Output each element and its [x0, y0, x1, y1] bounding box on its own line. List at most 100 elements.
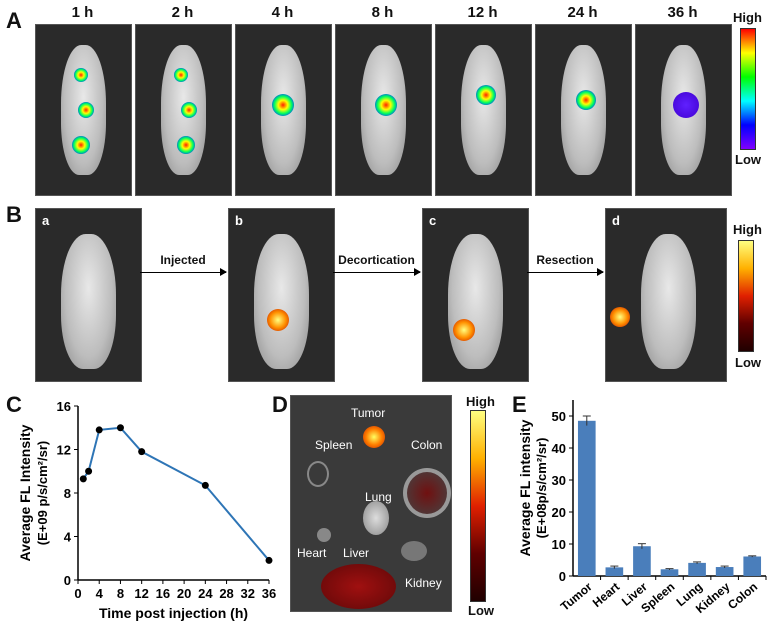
organ-label-tumor: Tumor	[351, 406, 386, 420]
subpanel-label: a	[42, 213, 50, 228]
data-point	[138, 448, 146, 456]
panel-d-colorbar-low: Low	[468, 603, 494, 618]
bar-heart	[605, 567, 624, 576]
data-point	[95, 426, 103, 434]
fluorescence-signal	[272, 94, 294, 116]
y-tick-label: 50	[552, 409, 566, 424]
mouse-image-d: d	[605, 208, 727, 382]
mouse-image-36h	[635, 24, 732, 196]
mouse-image-a: a	[35, 208, 142, 382]
timepoint-label: 8 h	[371, 4, 394, 21]
fluorescence-signal	[78, 102, 94, 118]
panel-b-colorbar-low: Low	[735, 355, 761, 370]
data-point	[79, 475, 87, 483]
bar-liver	[633, 546, 651, 576]
panel-d-label: D	[272, 392, 288, 417]
resected-tumor-signal	[610, 307, 630, 327]
fluorescence-signal	[174, 68, 188, 82]
y-tick-label: 10	[552, 537, 566, 552]
x-tick-label: 28	[219, 586, 233, 601]
x-axis-title: Time post injection (h)	[99, 605, 248, 621]
panel-e-bar-chart: 01020304050TumorHeartLiverSpleenLungKidn…	[517, 400, 767, 616]
y-tick-label: 0	[64, 573, 71, 588]
subpanel-label: b	[235, 213, 243, 228]
arrow-icon	[527, 268, 604, 276]
arrow-icon	[140, 268, 227, 276]
y-tick-label: 12	[57, 443, 71, 458]
bar-lung	[688, 562, 706, 576]
bar-spleen	[660, 569, 679, 576]
arrow-label: Decortication	[338, 253, 415, 267]
fluorescence-signal	[576, 90, 596, 110]
panel-d-colorbar	[470, 410, 486, 602]
x-tick-label: 32	[241, 586, 255, 601]
fluorescence-signal	[74, 68, 88, 82]
x-tick-label: Heart	[590, 580, 623, 610]
y-axis-title: Average FL intensity	[517, 419, 533, 556]
timepoint-label: 12 h	[467, 4, 498, 21]
y-tick-label: 0	[559, 569, 566, 584]
panel-d-organ-image: Tumor Spleen Colon Lung Heart Liver Kidn…	[290, 395, 452, 612]
x-tick-label: 0	[74, 586, 81, 601]
fluorescence-signal	[181, 102, 197, 118]
panel-b-colorbar	[738, 240, 754, 352]
panel-c-label: C	[6, 392, 22, 417]
fluorescence-signal	[673, 92, 699, 118]
organ-label-colon: Colon	[411, 438, 443, 452]
tumor-signal	[267, 309, 289, 331]
mouse-image-4h	[235, 24, 332, 196]
organ-label-lung: Lung	[365, 490, 392, 504]
organ-label-spleen: Spleen	[315, 438, 353, 452]
arrow-icon	[333, 268, 421, 276]
mouse-image-8h	[335, 24, 432, 196]
organ-label-heart: Heart	[297, 546, 327, 560]
arrow-label: Resection	[536, 253, 594, 267]
x-tick-label: 36	[262, 586, 276, 601]
bar-kidney	[715, 567, 734, 576]
x-tick-label: 4	[96, 586, 104, 601]
timepoint-label: 1 h	[71, 4, 94, 21]
x-tick-label: 12	[134, 586, 148, 601]
mouse-image-1h	[35, 24, 132, 196]
subpanel-label: c	[429, 213, 437, 228]
organ-label-kidney: Kidney	[405, 576, 442, 590]
data-point	[85, 467, 93, 475]
fluorescence-signal	[177, 136, 195, 154]
timepoint-label: 4 h	[271, 4, 294, 21]
y-tick-label: 30	[552, 473, 566, 488]
fluorescence-signal	[476, 85, 496, 105]
y-tick-label: 16	[57, 399, 71, 414]
x-tick-label: 16	[156, 586, 170, 601]
fluorescence-signal	[72, 136, 90, 154]
tumor-signal	[453, 319, 475, 341]
y-axis-title-units: (E+08p/s/cm²/sr)	[534, 438, 549, 539]
data-point	[116, 424, 124, 432]
y-tick-label: 8	[64, 486, 71, 501]
arrow-label: Injected	[160, 253, 206, 267]
x-tick-label: Tumor	[558, 579, 595, 613]
panel-a-colorbar-high: High	[733, 10, 762, 25]
panel-e-label: E	[512, 392, 527, 417]
organ-label-liver: Liver	[343, 546, 370, 560]
mouse-image-c: c	[422, 208, 529, 382]
bar-colon	[743, 556, 762, 576]
mouse-image-24h	[535, 24, 632, 196]
panel-a-colorbar	[740, 28, 756, 150]
panel-d-colorbar-high: High	[466, 394, 495, 409]
panel-a-colorbar-low: Low	[735, 152, 761, 167]
mouse-image-2h	[135, 24, 232, 196]
y-tick-label: 4	[64, 530, 72, 545]
panel-a-label: A	[6, 8, 22, 33]
y-axis-title-units: (E+09 p/s/cm²/sr)	[35, 441, 50, 545]
bar-tumor	[577, 420, 596, 576]
x-tick-label: 8	[117, 586, 124, 601]
timepoint-label: 24 h	[567, 4, 598, 21]
subpanel-label: d	[612, 213, 620, 228]
y-tick-label: 20	[552, 505, 566, 520]
x-tick-label: 24	[198, 586, 213, 601]
x-tick-label: Colon	[725, 580, 760, 613]
timepoint-label: 36 h	[667, 4, 698, 21]
data-point	[265, 556, 273, 564]
mouse-image-b: b	[228, 208, 335, 382]
